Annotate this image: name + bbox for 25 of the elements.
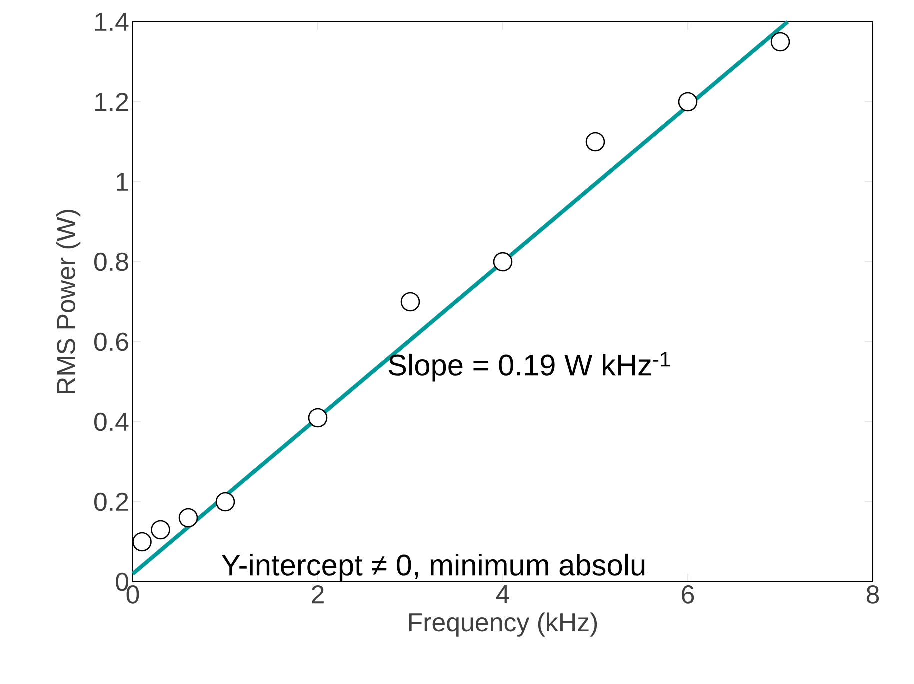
y-tick-label: 0 [116, 572, 128, 592]
y-tick-label: 0.2 [94, 492, 128, 512]
point [178, 508, 198, 528]
x-axis-title: Frequency (kHz) [409, 612, 598, 637]
annotation: Y-intercept ≠ 0, minimum absolu [222, 554, 645, 582]
point [216, 492, 236, 512]
x-tick-label: 4 [496, 586, 510, 604]
y-tick-label: 1.2 [95, 92, 128, 112]
point [400, 292, 420, 312]
point [770, 32, 790, 52]
point [586, 132, 606, 152]
point [151, 520, 170, 540]
y-tick-label: 0.4 [94, 412, 129, 432]
annotation: Slope = 0.19 W kHz$^{-1}$ [388, 352, 670, 382]
x-tick-label: 8 [866, 586, 880, 604]
y-axis-title: RMS Power (W) [56, 210, 81, 394]
y-tick-label: 1.4 [95, 13, 129, 31]
point [308, 408, 328, 428]
y-tick-label: 0.8 [94, 252, 128, 272]
x-tick-label: 2 [312, 586, 324, 604]
y-tick-label: 0.6 [94, 332, 128, 352]
point [678, 92, 698, 112]
x-tick-label: 6 [682, 586, 694, 604]
y-tick-label: 1 [117, 173, 128, 191]
point [493, 252, 513, 272]
